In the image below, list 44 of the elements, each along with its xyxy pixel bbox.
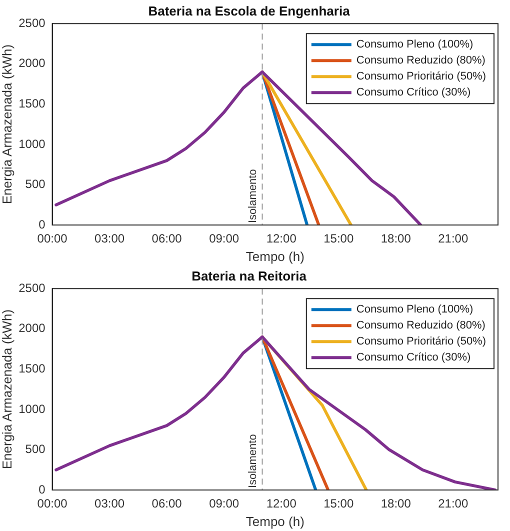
- legend-label: Consumo Pleno (100%): [356, 304, 474, 316]
- legend-label: Consumo Crítico (30%): [356, 352, 471, 364]
- legend-label: Consumo Reduzido (80%): [356, 54, 486, 67]
- y-tick-label: 500: [25, 442, 46, 456]
- legend-label: Consumo Pleno (100%): [356, 38, 474, 51]
- y-tick-label: 1000: [18, 402, 46, 416]
- y-tick-label: 2000: [18, 321, 46, 336]
- y-axis-title: Energia Armazenada (kWh): [0, 44, 14, 204]
- x-tick-label: 09:00: [209, 496, 240, 511]
- x-tick-label: 21:00: [438, 496, 468, 511]
- x-tick-label: 18:00: [380, 232, 412, 246]
- x-tick-label: 09:00: [209, 232, 240, 246]
- ref-line-label: Isolamento: [246, 169, 259, 223]
- legend-label: Consumo Reduzido (80%): [356, 320, 486, 332]
- y-tick-label: 0: [38, 217, 46, 232]
- chart-title: Bateria na Reitoria: [192, 268, 308, 284]
- y-axis-title: Energia Armazenada (kWh): [0, 309, 14, 470]
- x-tick-label: 06:00: [152, 232, 182, 246]
- ref-line-label: Isolamento: [246, 434, 259, 488]
- x-axis-title: Tempo (h): [246, 514, 304, 529]
- x-tick-label: 00:00: [37, 496, 68, 511]
- x-tick-label: 06:00: [152, 496, 182, 511]
- y-tick-label: 2000: [18, 56, 46, 70]
- x-axis-title: Tempo (h): [246, 248, 304, 264]
- y-tick-label: 2500: [18, 280, 46, 295]
- y-tick-label: 1500: [18, 361, 46, 376]
- x-tick-label: 03:00: [94, 232, 125, 246]
- x-tick-label: 15:00: [324, 496, 354, 511]
- x-tick-label: 15:00: [324, 232, 354, 246]
- y-tick-label: 0: [38, 482, 46, 496]
- y-tick-label: 500: [25, 177, 46, 192]
- x-tick-label: 00:00: [37, 232, 68, 246]
- x-tick-label: 03:00: [94, 496, 125, 511]
- legend-label: Consumo Crítico (30%): [356, 86, 471, 99]
- x-tick-label: 12:00: [266, 496, 297, 511]
- legend-label: Consumo Prioritário (50%): [356, 336, 486, 348]
- y-tick-label: 1500: [18, 96, 46, 110]
- x-tick-label: 21:00: [438, 232, 468, 246]
- y-tick-label: 1000: [18, 136, 46, 151]
- legend-label: Consumo Prioritário (50%): [356, 70, 486, 83]
- chart-title: Bateria na Escola de Engenharia: [148, 3, 351, 18]
- x-tick-label: 12:00: [266, 232, 297, 246]
- x-tick-label: 18:00: [380, 496, 412, 511]
- y-tick-label: 2500: [18, 16, 46, 30]
